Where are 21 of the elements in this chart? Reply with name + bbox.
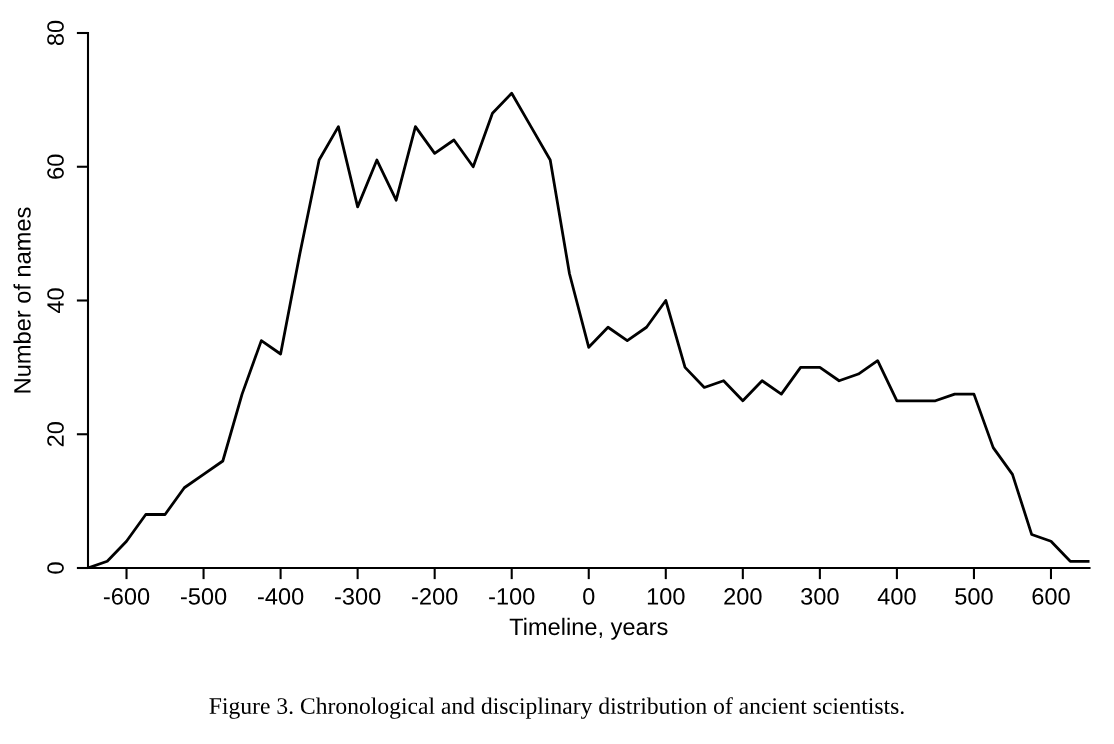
- y-axis-title: Number of names: [13, 207, 31, 393]
- x-tick-label: -100: [489, 588, 535, 605]
- y-tick-label: 60: [47, 154, 64, 179]
- x-tick-label: 100: [647, 588, 685, 605]
- x-tick-label: 500: [955, 588, 993, 605]
- x-tick-label: -500: [180, 588, 227, 605]
- y-tick-label: 0: [47, 562, 64, 574]
- y-tick-label: 80: [47, 20, 64, 46]
- x-axis-title: Timeline, years: [509, 617, 668, 640]
- y-tick-label: 20: [47, 422, 64, 447]
- x-tick-label: 300: [801, 588, 839, 605]
- x-tick-label: 600: [1032, 588, 1070, 605]
- x-tick-label: -400: [258, 588, 304, 605]
- x-tick-label: 0: [583, 588, 595, 605]
- x-tick-label: -300: [335, 588, 381, 605]
- x-tick-label: 400: [877, 588, 916, 605]
- x-tick-label: -600: [103, 588, 150, 605]
- x-tick-label: 200: [724, 588, 762, 605]
- y-tick-label: 40: [47, 288, 64, 314]
- caption: Figure 3. Chronological and disciplinary distribution of ancient scientists.: [209, 697, 904, 719]
- x-tick-label: -200: [412, 588, 458, 605]
